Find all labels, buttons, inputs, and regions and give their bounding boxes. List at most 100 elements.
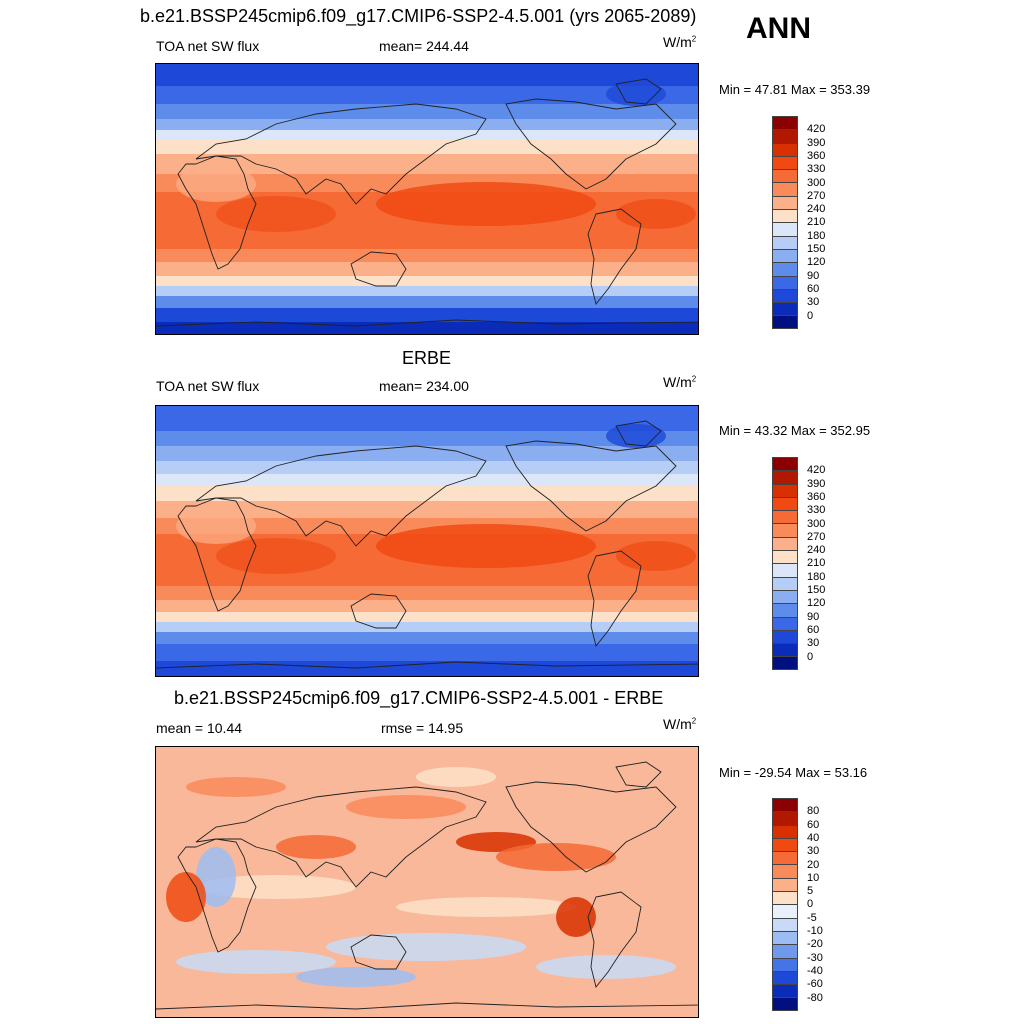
colorbar-tick-label: 120 (807, 597, 826, 610)
colorbar-swatch (772, 837, 798, 852)
colorbar-swatch (772, 116, 798, 130)
colorbar-tick-label: 210 (807, 216, 826, 229)
field-band (156, 119, 698, 130)
colorbar-tick-label: 240 (807, 544, 826, 557)
panel-3-field (156, 747, 698, 1017)
panel-3-units: W/m2 (663, 716, 697, 732)
panel-1-map (155, 63, 699, 335)
colorbar-swatch (772, 483, 798, 497)
colorbar-tick-label: 270 (807, 189, 826, 202)
colorbar-swatch (772, 209, 798, 223)
colorbar-tick-label: 0 (807, 650, 814, 663)
colorbar-swatch (772, 235, 798, 249)
field-feature (176, 508, 256, 544)
panel-2-title: ERBE (402, 348, 452, 368)
colorbar-swatch (772, 877, 798, 892)
field-band (156, 174, 698, 192)
colorbar-tick-label: 360 (807, 490, 826, 503)
colorbar-swatch (772, 643, 798, 657)
colorbar-swatch (772, 550, 798, 564)
coastline (615, 761, 662, 788)
field-band (156, 86, 698, 104)
colorbar-tick-label: 60 (807, 282, 820, 295)
colorbar-swatch (772, 904, 798, 918)
field-feature (186, 777, 286, 797)
colorbar-swatch (772, 536, 798, 551)
colorbar-tick-label: 180 (807, 229, 826, 242)
colorbar-tick-label: 30 (807, 296, 820, 309)
field-band (156, 474, 698, 486)
colorbar-swatch (772, 288, 798, 303)
colorbar-tick-label: -5 (807, 911, 817, 924)
colorbar-tick-label: 420 (807, 464, 826, 477)
field-band (156, 308, 698, 322)
colorbar-swatch (772, 864, 798, 878)
field-feature (176, 950, 336, 974)
field-band (156, 140, 698, 154)
coastline (615, 78, 662, 105)
field-feature (376, 182, 596, 226)
field-band (156, 612, 698, 622)
colorbar-swatch (772, 629, 798, 644)
colorbar-swatch (772, 169, 798, 183)
colorbar-swatch (772, 970, 798, 985)
panel-1-left-label: TOA net SW flux (156, 38, 260, 54)
panel-1-field (156, 64, 698, 334)
coastline (177, 155, 257, 270)
colorbar-swatch (772, 603, 798, 617)
field-band (156, 586, 698, 600)
colorbar-swatch (772, 984, 798, 998)
field-feature (396, 897, 576, 917)
colorbar-tick-label: 300 (807, 176, 826, 189)
field-band (156, 486, 698, 501)
colorbar-tick-label: 300 (807, 517, 826, 530)
colorbar-swatch (772, 523, 798, 537)
colorbar-swatch (772, 195, 798, 210)
field-feature (276, 835, 356, 859)
colorbar-tick-label: 210 (807, 557, 826, 570)
panel-3-colorbar (772, 798, 798, 1011)
panel-2-field (156, 406, 698, 676)
colorbar-tick-label: 10 (807, 871, 820, 884)
field-band (156, 406, 698, 431)
colorbar-tick-label: 80 (807, 805, 820, 818)
field-band (156, 632, 698, 644)
colorbar-tick-label: 30 (807, 637, 820, 650)
colorbar-swatch (772, 222, 798, 236)
colorbar-tick-label: 40 (807, 831, 820, 844)
colorbar-swatch (772, 957, 798, 971)
field-feature (346, 795, 466, 819)
coastline (615, 420, 662, 447)
colorbar-swatch (772, 262, 798, 276)
field-feature (536, 955, 676, 979)
colorbar-tick-label: 60 (807, 623, 820, 636)
field-band (156, 154, 698, 174)
field-band (156, 644, 698, 661)
coastline (195, 445, 487, 547)
colorbar-tick-label: -20 (807, 938, 823, 951)
season-label: ANN (746, 12, 811, 45)
colorbar-swatch (772, 576, 798, 590)
colorbar-tick-label: 5 (807, 885, 814, 898)
field-band (156, 461, 698, 474)
colorbar-swatch (772, 457, 798, 471)
colorbar-swatch (772, 811, 798, 825)
colorbar-swatch (772, 510, 798, 524)
panel-2-left-label: TOA net SW flux (156, 378, 260, 394)
colorbar-swatch (772, 142, 798, 156)
coastline (156, 661, 698, 669)
colorbar-tick-label: 390 (807, 477, 826, 490)
colorbar-swatch (772, 656, 798, 670)
field-feature (616, 541, 696, 571)
field-band (156, 322, 698, 334)
colorbar-swatch (772, 563, 798, 577)
colorbar-tick-label: 270 (807, 530, 826, 543)
colorbar-swatch (772, 930, 798, 945)
colorbar-swatch (772, 997, 798, 1011)
field-feature (166, 872, 206, 922)
field-feature (196, 847, 236, 907)
field-band (156, 600, 698, 612)
panel-1-colorbar (772, 116, 798, 329)
panel-1-minmax: Min = 47.81 Max = 353.39 (719, 82, 871, 97)
field-band (156, 276, 698, 286)
